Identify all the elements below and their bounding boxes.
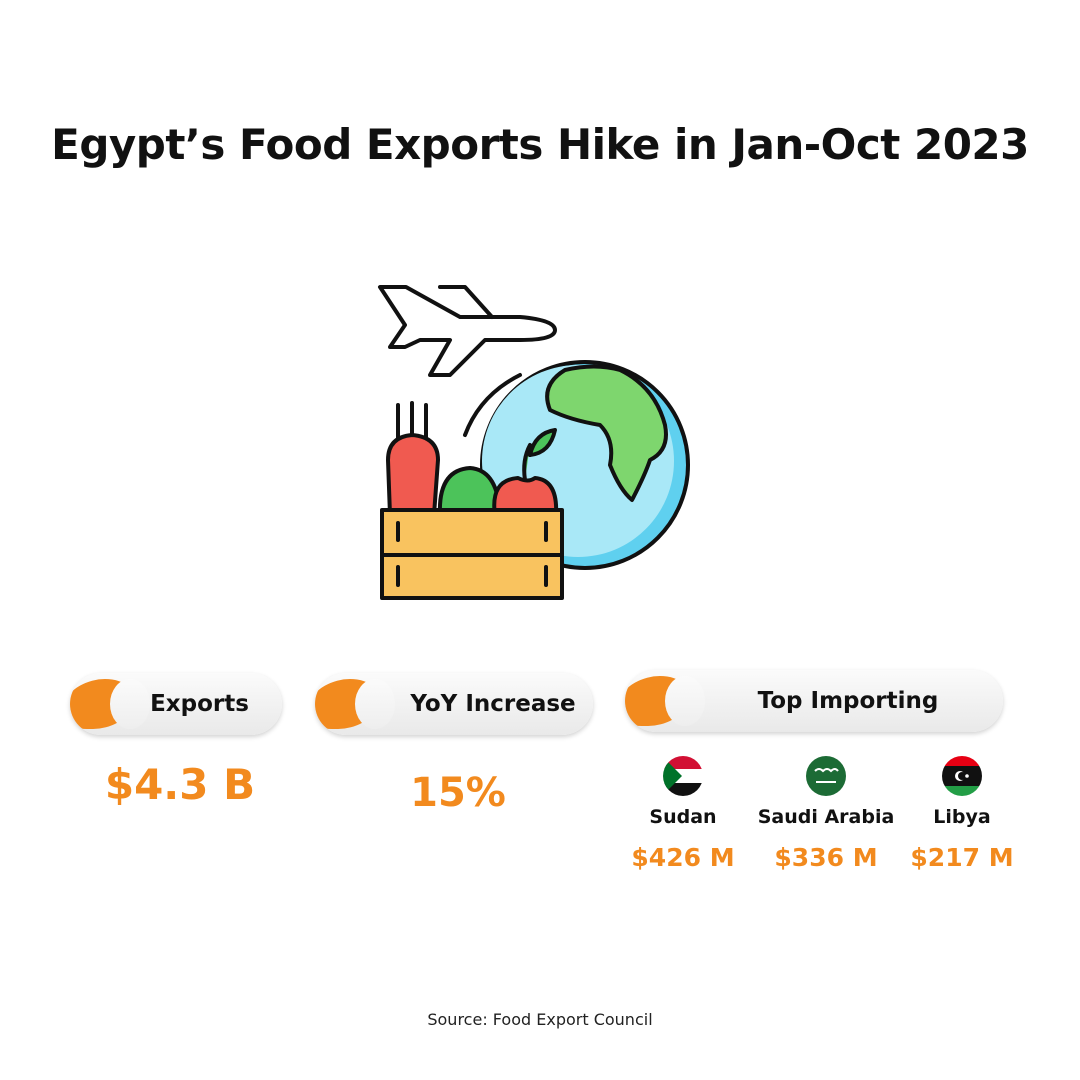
stat-label: Top Importing Countries: [757, 688, 939, 714]
source: Source: Food Export Council: [427, 1010, 653, 1029]
stat-value: 15%: [410, 770, 506, 816]
flag-saudi-arabia: [806, 756, 846, 796]
country-name: Sudan: [649, 806, 717, 828]
stat-label: YoY Increase: [410, 691, 576, 717]
country-value: $336 M: [774, 843, 878, 872]
country-name: Libya: [933, 806, 991, 828]
country-name: Saudi Arabia: [757, 806, 895, 828]
stat-pill: Top Importing Countries: [625, 670, 1003, 732]
stat-pill: YoY Increase: [315, 673, 593, 735]
illustration: [378, 285, 690, 600]
stat-label: Exports: [150, 691, 249, 717]
country-value: $217 M: [910, 843, 1014, 872]
stat-pill: Exports: [70, 673, 282, 735]
flag-sudan: [663, 756, 703, 796]
title: Egypt’s Food Exports Hike in Jan-Oct 202…: [51, 120, 1029, 169]
flag-libya: [942, 756, 982, 796]
country-value: $426 M: [631, 843, 735, 872]
stat-value: $4.3 B: [104, 760, 256, 809]
